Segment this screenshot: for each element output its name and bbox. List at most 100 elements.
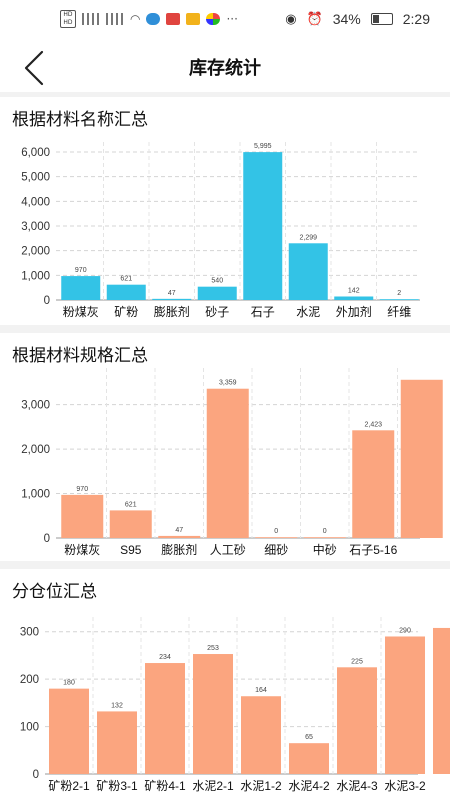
x-tick-label: 矿粉2-1 [48, 779, 90, 793]
wifi-icon: ◠ [130, 12, 141, 26]
section-by-material-spec: 根据材料规格汇总 0 1,000 2,000 3,000 970 621 47 3,359 0 0… [0, 333, 450, 561]
x-tick-label: 水泥2-1 [192, 779, 234, 793]
bar [303, 537, 346, 538]
data-label: 164 [255, 687, 267, 694]
x-tick-label: S95 [120, 543, 142, 557]
data-label: 0 [274, 528, 278, 535]
section-by-material-name: 根据材料名称汇总 0 1,000 2,000 3,000 4,000 5,000 6,000… [0, 97, 450, 325]
bar [243, 152, 283, 300]
bar [152, 298, 192, 300]
x-tick-label: 矿粉3-1 [96, 779, 138, 793]
y-tick-label: 1,000 [21, 270, 50, 282]
bar [337, 667, 377, 774]
data-label: 132 [111, 702, 123, 709]
data-label: 970 [76, 486, 88, 493]
y-tick-label: 100 [20, 722, 39, 734]
data-label: 621 [120, 276, 132, 283]
page-title: 库存统计 [189, 58, 261, 79]
x-tick-label: 人工砂 [210, 543, 246, 557]
bar [158, 535, 201, 538]
x-tick-label: 石子 [251, 305, 275, 319]
y-tick-label: 2,000 [21, 444, 50, 456]
more-icon: ··· [226, 12, 238, 26]
x-tick-label: 水泥3-2 [384, 779, 426, 793]
bar [61, 494, 104, 538]
bar [193, 654, 233, 774]
data-label: 540 [211, 278, 223, 285]
x-tick-label: 水泥 [296, 305, 320, 319]
data-label: 47 [175, 527, 183, 534]
y-tick-label: 1,000 [21, 489, 50, 501]
data-label: 2 [397, 290, 401, 297]
chart-by-warehouse: 0 100 200 300 180 132 234 253 164 65 225 290 矿粉2-1 矿粉… [20, 617, 450, 793]
data-label: 234 [159, 654, 171, 661]
data-label: 47 [168, 290, 176, 297]
section-title: 分仓位汇总 [12, 582, 97, 602]
data-label: 180 [63, 680, 75, 687]
x-tick-label: 砂子 [205, 305, 229, 319]
x-tick-label: 水泥4-3 [336, 779, 378, 793]
x-tick-label: 中砂 [313, 542, 337, 557]
x-tick-label: 纤维 [387, 305, 411, 319]
app-icon-blue [146, 13, 161, 25]
status-left-icons: HD HD ◠ ··· [60, 10, 238, 28]
clock-time: 2:29 [402, 11, 430, 27]
x-tick-label: 粉煤灰 [63, 305, 99, 319]
hd-icon: HD HD [60, 10, 76, 28]
x-tick-label: 膨胀剂 [154, 304, 190, 319]
bar [145, 663, 185, 774]
data-label: 0 [323, 528, 327, 535]
bar [385, 636, 425, 774]
data-label: 65 [305, 734, 313, 741]
alarm-icon: ⏰ [306, 11, 323, 26]
back-button[interactable] [18, 46, 58, 86]
x-tick-label: 石子5-16 [349, 543, 397, 557]
y-tick-label: 200 [20, 674, 39, 686]
section-title: 根据材料名称汇总 [12, 110, 148, 130]
bar [109, 510, 152, 538]
y-tick-label: 0 [44, 295, 50, 307]
app-icon-red [166, 13, 181, 25]
app-icon-colorful [206, 13, 221, 25]
y-tick-label: 0 [33, 769, 39, 781]
bar [255, 537, 298, 538]
data-label: 2,423 [364, 421, 382, 428]
x-tick-label: 水泥4-2 [288, 779, 330, 793]
data-label: 5,995 [254, 143, 272, 150]
y-tick-label: 6,000 [21, 147, 50, 159]
section-by-warehouse: 分仓位汇总 0 100 200 300 180 132 234 253 164 65 225 290 矿… [0, 569, 450, 800]
y-tick-label: 3,000 [21, 221, 50, 233]
data-label: 970 [75, 267, 87, 274]
data-label: 2,299 [299, 234, 317, 241]
data-label: 225 [351, 658, 363, 665]
y-tick-label: 0 [44, 533, 50, 545]
bar [241, 696, 281, 774]
y-tick-label: 2,000 [21, 246, 50, 258]
x-tick-label: 矿粉4-1 [144, 779, 186, 793]
data-label: 3,359 [219, 380, 237, 387]
status-right: ◉ ⏰ 34% 2:29 [285, 11, 430, 27]
signal-5g-icon [106, 13, 124, 25]
y-tick-label: 300 [20, 627, 39, 639]
chart-by-material-name: 0 1,000 2,000 3,000 4,000 5,000 6,000 970 621 47 5… [21, 142, 420, 319]
x-tick-label: 粉煤灰 [64, 543, 100, 557]
bar [379, 299, 419, 300]
app-icon-yellow [186, 13, 201, 25]
bar [206, 388, 249, 538]
section-title: 根据材料规格汇总 [12, 346, 148, 366]
signal-4g-icon [82, 13, 100, 25]
bar [352, 430, 395, 538]
bar [433, 627, 450, 774]
bar [197, 286, 237, 300]
battery-icon [370, 13, 393, 25]
y-tick-label: 4,000 [21, 196, 50, 208]
x-tick-label: 膨胀剂 [161, 542, 197, 557]
battery-percent: 34% [332, 11, 361, 27]
x-tick-label: 细砂 [264, 543, 288, 557]
x-tick-label: 矿粉 [114, 305, 138, 319]
top-app-bar: 库存统计 [0, 40, 450, 92]
data-label: 290 [399, 627, 411, 634]
y-tick-label: 5,000 [21, 172, 50, 184]
x-tick-label: 水泥1-2 [240, 779, 282, 793]
back-chevron-icon [24, 50, 44, 86]
